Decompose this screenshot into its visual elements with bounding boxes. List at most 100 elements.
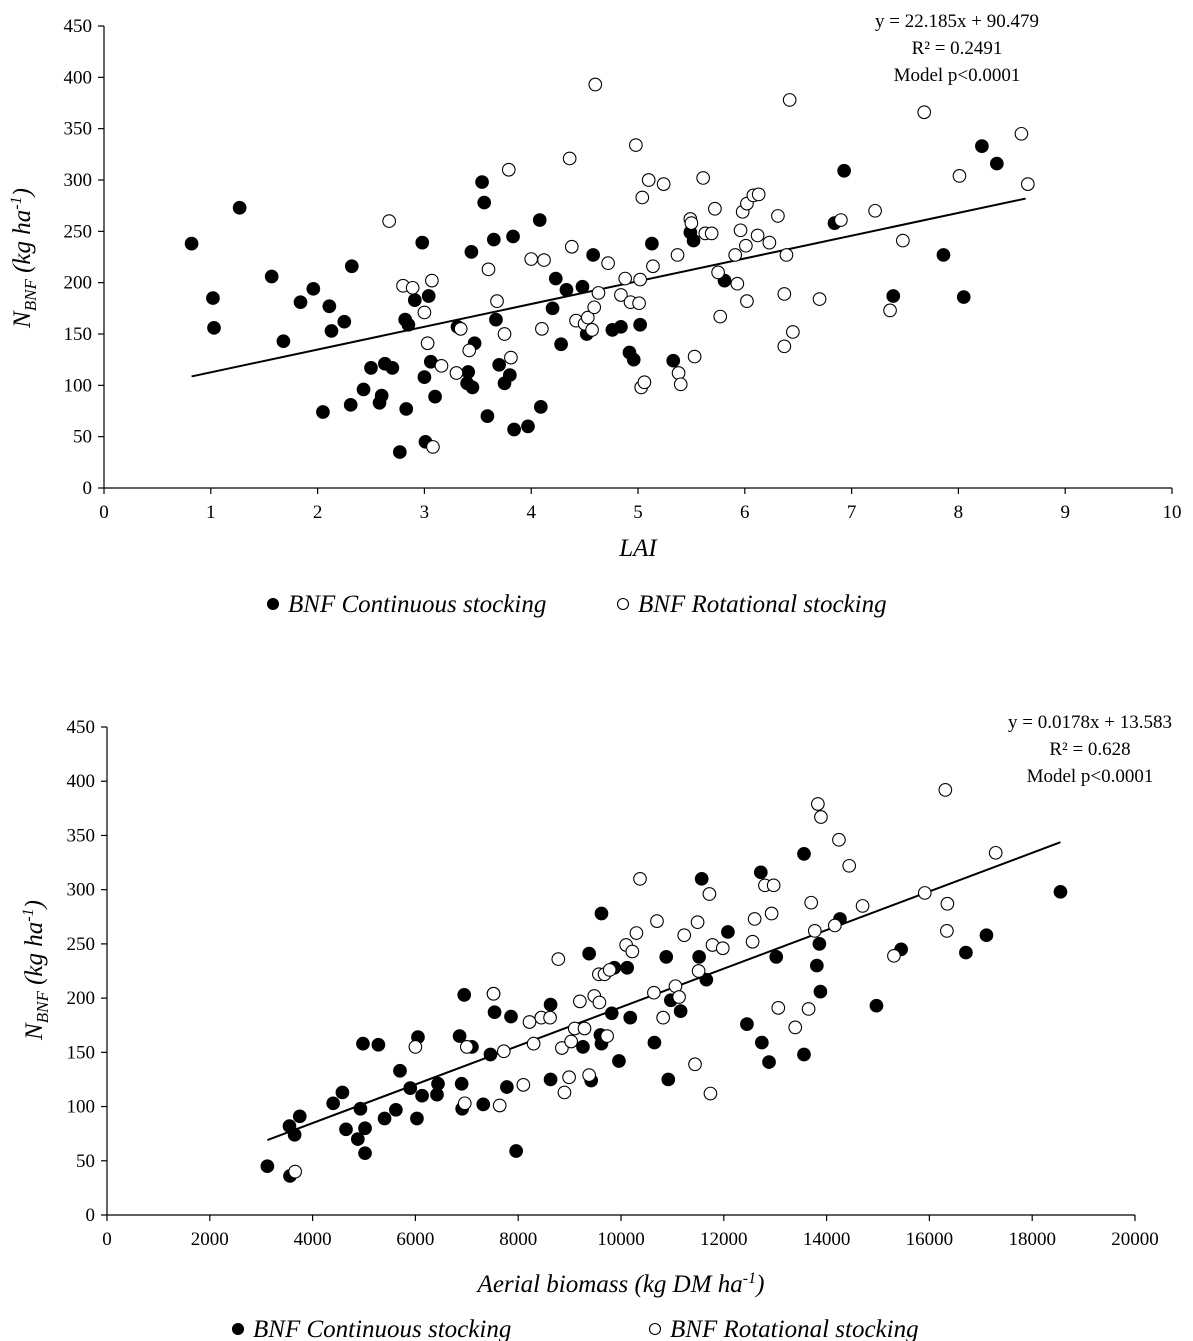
point-continuous — [489, 312, 503, 327]
point-continuous — [232, 200, 247, 215]
point-rotational — [671, 366, 686, 380]
point-continuous — [374, 388, 389, 403]
point-continuous — [694, 871, 709, 886]
point-continuous — [407, 293, 422, 307]
point-rotational — [917, 105, 932, 120]
y-tick-label: 400 — [67, 771, 96, 792]
point-rotational — [602, 963, 617, 977]
point-continuous — [699, 972, 714, 987]
point-rotational — [883, 303, 897, 318]
point-continuous — [358, 1146, 372, 1161]
point-continuous — [507, 422, 521, 437]
point-continuous — [477, 195, 492, 210]
x-tick-label: 12000 — [700, 1229, 748, 1250]
point-rotational — [462, 343, 477, 358]
point-rotational — [449, 366, 464, 380]
point-rotational — [457, 1096, 472, 1111]
point-rotational — [733, 223, 748, 238]
point-rotational — [417, 305, 432, 320]
legend-marker-rotational — [616, 597, 630, 611]
point-rotational — [496, 1044, 511, 1059]
point-rotational — [434, 358, 449, 373]
point-continuous — [645, 236, 659, 251]
point-rotational — [747, 912, 762, 926]
point-rotational — [688, 1057, 702, 1072]
equation-annotation: y = 22.185x + 90.479 — [875, 11, 1039, 32]
point-continuous — [264, 269, 279, 284]
point-continuous — [533, 400, 548, 414]
y-tick-label: 0 — [86, 1205, 96, 1226]
point-continuous — [753, 865, 768, 880]
point-continuous — [809, 958, 824, 973]
point-rotational — [745, 934, 760, 949]
y-tick-label: 250 — [67, 934, 96, 955]
point-rotational — [673, 377, 688, 392]
equation-annotation: R² = 0.628 — [1049, 739, 1130, 760]
point-continuous — [797, 1047, 811, 1062]
point-continuous — [626, 352, 641, 367]
point-rotational — [408, 1040, 423, 1054]
point-rotational — [779, 248, 794, 262]
y-tick-label: 450 — [64, 16, 93, 37]
point-rotational — [762, 235, 777, 250]
point-continuous — [480, 409, 495, 423]
point-rotational — [807, 924, 822, 938]
point-rotational — [516, 1078, 531, 1092]
point-rotational — [702, 887, 717, 901]
x-tick-label: 2000 — [191, 1229, 229, 1250]
point-continuous — [666, 353, 681, 368]
point-rotational — [687, 349, 702, 364]
point-rotational — [646, 259, 660, 274]
point-continuous — [475, 175, 489, 189]
point-continuous — [287, 1127, 302, 1142]
y-axis-label-part: ) — [21, 900, 48, 910]
point-rotational — [587, 300, 602, 315]
point-rotational — [750, 228, 765, 243]
point-continuous — [813, 984, 828, 999]
x-tick-label: 7 — [847, 502, 857, 523]
point-continuous — [417, 370, 432, 384]
point-continuous — [428, 389, 442, 404]
point-rotational — [868, 203, 882, 218]
x-axis-label: LAI — [618, 535, 658, 562]
point-rotational — [562, 151, 577, 166]
equation-annotation: y = 0.0178x + 13.583 — [1008, 712, 1172, 733]
point-rotational — [564, 1034, 578, 1049]
point-rotational — [777, 287, 792, 301]
point-rotational — [782, 93, 797, 107]
point-rotational — [555, 1041, 569, 1055]
point-continuous — [356, 1036, 370, 1051]
point-continuous — [293, 295, 308, 310]
x-tick-label: 2 — [313, 502, 323, 523]
point-continuous — [389, 1102, 403, 1117]
point-continuous — [431, 1076, 445, 1091]
point-rotational — [740, 294, 754, 308]
point-continuous — [692, 950, 706, 964]
point-continuous — [403, 1081, 418, 1095]
point-continuous — [633, 317, 647, 332]
point-rotational — [801, 1002, 816, 1016]
point-rotational — [635, 190, 650, 205]
point-continuous — [754, 1035, 769, 1050]
y-tick-label: 350 — [64, 119, 93, 140]
point-rotational — [629, 926, 644, 940]
point-rotational — [492, 1098, 507, 1113]
point-continuous — [959, 945, 973, 960]
y-axis-label-part: N — [9, 310, 36, 329]
point-continuous — [721, 925, 735, 939]
point-rotational — [786, 325, 800, 339]
point-continuous — [292, 1109, 307, 1124]
point-rotational — [804, 895, 819, 910]
point-rotational — [896, 233, 910, 248]
point-rotational — [887, 948, 901, 963]
y-tick-label: 100 — [64, 375, 93, 396]
point-rotational — [564, 239, 579, 254]
point-rotational — [647, 985, 661, 1000]
point-rotational — [940, 924, 954, 938]
point-continuous — [502, 368, 517, 382]
point-continuous — [364, 361, 378, 375]
point-rotational — [618, 271, 633, 286]
point-continuous — [1053, 884, 1068, 899]
y-tick-label: 0 — [83, 478, 93, 499]
point-rotational — [486, 986, 501, 1001]
